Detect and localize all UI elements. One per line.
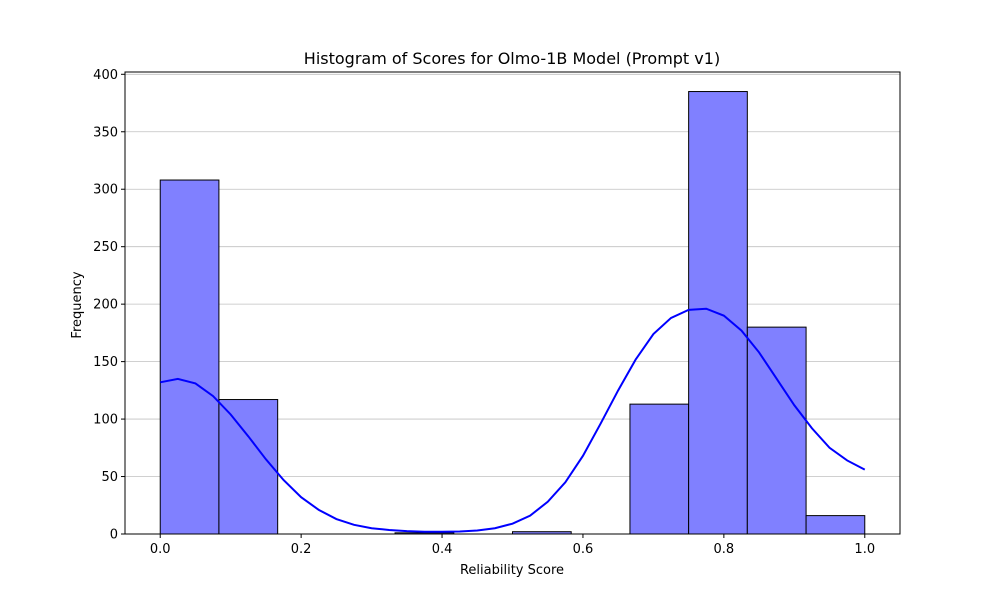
y-tick-label: 300 [93,183,118,198]
x-tick-label: 0.4 [432,542,453,557]
y-tick-label: 100 [93,413,118,428]
plot-frame [124,71,901,535]
histogram-bars [159,91,866,535]
histogram-bar [629,403,690,535]
y-tick-label: 0 [110,528,118,543]
y-tick-label: 150 [93,355,118,370]
y-tick-label: 350 [93,125,118,140]
histogram-bar [159,179,220,535]
x-tick-label: 1.0 [854,542,875,557]
y-tick-label: 250 [93,240,118,255]
kde-curve [160,307,866,533]
x-tick-label: 0.6 [573,542,594,557]
chart-title: Histogram of Scores for Olmo-1B Model (P… [304,49,720,68]
x-tick-label: 0.0 [150,542,171,557]
y-tick-label: 400 [93,68,118,83]
histogram-bar [805,515,866,535]
y-tick-label: 200 [93,298,118,313]
histogram-bar [746,326,807,535]
y-axis-title: Frequency [70,271,85,338]
x-axis-title: Reliability Score [460,563,564,578]
histogram-bar [218,399,279,535]
x-tick-label: 0.2 [291,542,312,557]
x-tick-label: 0.8 [714,542,735,557]
y-tick-label: 50 [101,470,118,485]
x-axis-ticks: 0.0 0.2 0.4 0.6 0.8 1.0 [150,534,875,557]
y-axis-ticks: 0 50 100 150 200 250 300 350 400 [93,68,125,543]
